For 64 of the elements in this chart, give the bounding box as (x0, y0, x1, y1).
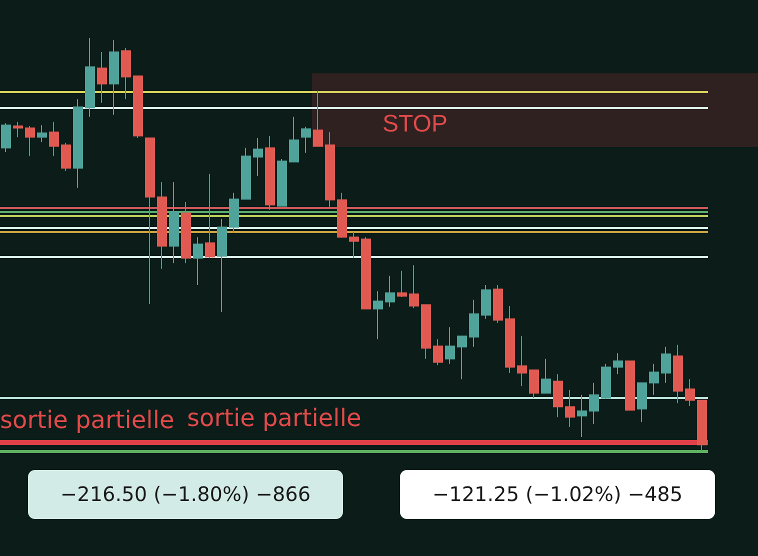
annotation: sortie partielle (187, 404, 362, 432)
candlestick (25, 125, 35, 157)
candlestick (661, 346, 671, 384)
candlestick (637, 382, 647, 423)
candlestick (265, 135, 275, 210)
candlestick (469, 299, 479, 348)
candlestick (241, 147, 251, 200)
candlestick (277, 158, 287, 207)
candlestick (361, 236, 371, 310)
candlestick (409, 264, 419, 309)
candlestick (313, 90, 323, 147)
candlestick (373, 290, 383, 340)
candlestick (157, 182, 167, 270)
candlestick (325, 132, 335, 208)
candlestick (493, 284, 503, 324)
candlestick (529, 370, 539, 399)
candlestick (625, 360, 635, 411)
candlestick (289, 116, 299, 162)
candlestick (577, 394, 587, 438)
band-label: STOP (382, 110, 448, 138)
candlestick (109, 40, 119, 116)
candlestick (541, 358, 551, 394)
candlestick (1, 122, 11, 152)
candlestick (121, 47, 131, 100)
candlestick (337, 192, 347, 238)
candlestick (565, 389, 575, 428)
candlestick (193, 236, 203, 286)
candlestick (553, 374, 563, 418)
candlestick (301, 126, 311, 154)
candlestick (37, 124, 47, 143)
candlestick (649, 363, 659, 396)
candlestick (397, 270, 407, 298)
annotation: sortie partielle (0, 406, 174, 434)
text: −216.50 (−1.80%) −866 (28, 470, 343, 519)
candlestick (73, 98, 83, 188)
candlestick (13, 121, 23, 138)
candlestick (385, 275, 395, 308)
candlestick (685, 378, 695, 406)
text: −121.25 (−1.02%) −485 (400, 470, 715, 519)
candlestick (181, 201, 191, 264)
candlestick (61, 142, 71, 172)
candlestick (481, 284, 491, 320)
candlestick (349, 232, 359, 259)
candlestick (133, 75, 143, 138)
candlestick (421, 304, 431, 360)
candlestick (433, 338, 443, 366)
candlestick (613, 352, 623, 375)
candlestick (205, 173, 215, 259)
candlestick (505, 306, 515, 374)
candlestick (145, 137, 155, 304)
candlestick (229, 192, 239, 234)
candlestick (517, 336, 527, 387)
candlestick (169, 182, 179, 264)
candlestick (217, 218, 227, 312)
candlestick (589, 382, 599, 425)
candlestick (445, 326, 455, 364)
candlestick (97, 52, 107, 104)
candlestick (457, 336, 467, 380)
candlestick (673, 344, 683, 404)
candlestick (697, 400, 707, 452)
candlestick (49, 121, 59, 157)
candlestick (601, 363, 611, 400)
candlestick (253, 137, 263, 176)
candlestick (85, 38, 95, 118)
